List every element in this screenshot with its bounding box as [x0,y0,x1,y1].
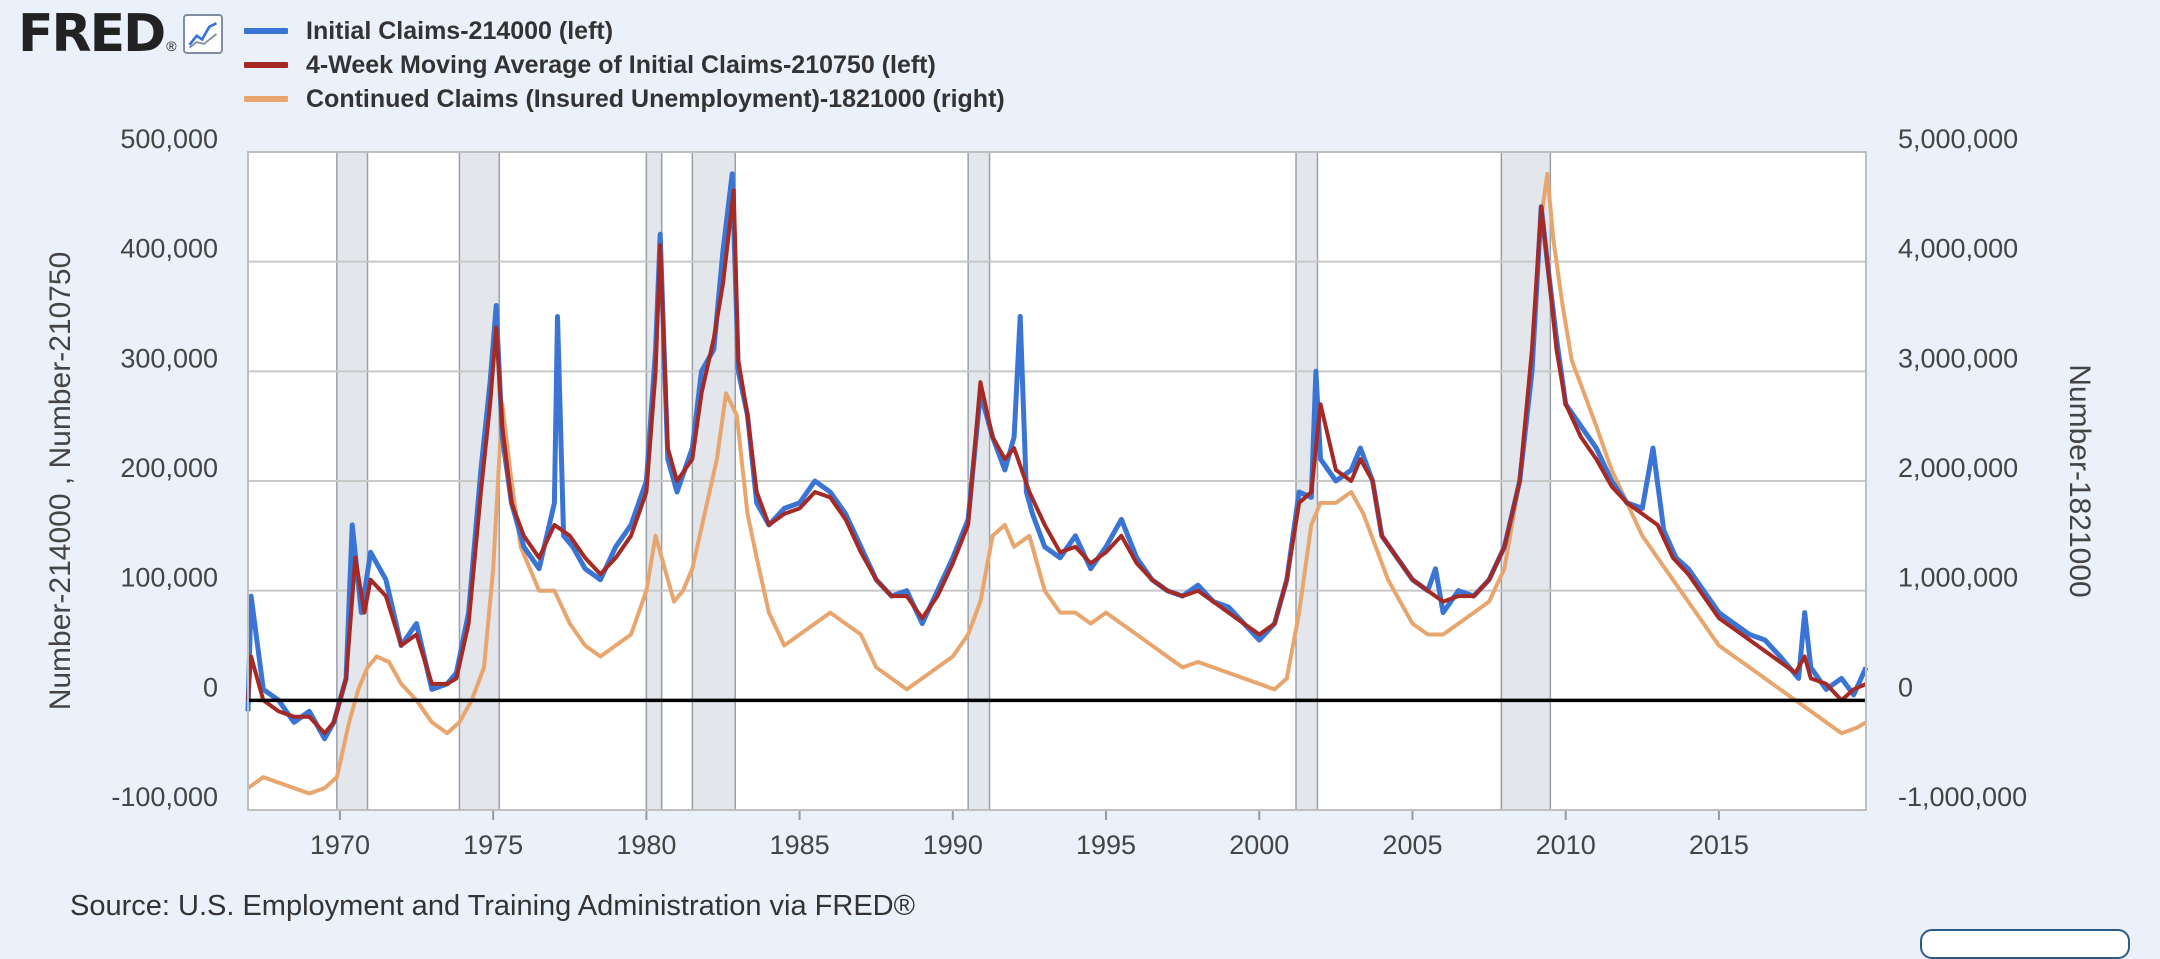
x-tick-label: 1995 [1076,830,1136,860]
x-tick-label: 1975 [463,830,523,860]
legend-swatch-continued-claims [244,96,288,102]
chart-legend: Initial Claims-214000 (left) 4-Week Movi… [244,14,1005,116]
y-right-tick-label: 0 [1898,672,1913,702]
plot-border [247,151,1867,811]
y-right-tick-label: 4,000,000 [1898,234,2018,264]
x-tick-label: 1970 [310,830,370,860]
x-tick-label: 1985 [770,830,830,860]
x-tick-label: 1980 [616,830,676,860]
legend-swatch-initial-claims [244,28,288,34]
y-left-tick-label: 100,000 [120,563,218,593]
legend-item-initial-claims[interactable]: Initial Claims-214000 (left) [244,14,1005,48]
y-left-tick-label: -100,000 [111,782,218,812]
x-tick-label: 1990 [923,830,983,860]
y-right-tick-label: -1,000,000 [1898,782,2027,812]
y-left-axis-title: Number-214000 , Number-210750 [44,252,77,711]
fred-wordmark: FRED [18,4,166,64]
y-right-tick-label: 3,000,000 [1898,343,2018,373]
legend-swatch-moving-average [244,62,288,68]
y-left-tick-label: 0 [203,672,218,702]
y-right-tick-label: 5,000,000 [1898,124,2018,154]
source-note: Source: U.S. Employment and Training Adm… [70,890,915,922]
y-left-tick-label: 200,000 [120,453,218,483]
legend-item-continued-claims[interactable]: Continued Claims (Insured Unemployment)-… [244,82,1005,116]
x-tick-label: 2005 [1382,830,1442,860]
y-right-tick-label: 2,000,000 [1898,453,2018,483]
registered-mark: ® [166,38,177,54]
edit-graph-button[interactable] [1920,929,2130,959]
y-left-tick-label: 500,000 [120,124,218,154]
series-line-1 [246,188,1867,736]
x-tick-label: 2010 [1536,830,1596,860]
fred-logo[interactable]: FRED ® [18,6,223,62]
y-left-tick-label: 400,000 [120,234,218,264]
legend-item-moving-average[interactable]: 4-Week Moving Average of Initial Claims-… [244,48,1005,82]
x-tick-label: 2015 [1689,830,1749,860]
y-right-axis-title: Number-1821000 [2063,364,2096,597]
legend-label-moving-average: 4-Week Moving Average of Initial Claims-… [306,50,936,79]
chart-canvas[interactable]: 500,000 400,000 300,000 200,000 100,000 0 -100… [0,0,2160,880]
x-tick-label: 2000 [1229,830,1289,860]
y-left-tick-label: 300,000 [120,343,218,373]
legend-label-continued-claims: Continued Claims (Insured Unemployment)-… [306,84,1005,113]
line-chart-icon [182,14,223,54]
legend-label-initial-claims: Initial Claims-214000 (left) [306,16,614,45]
y-right-tick-label: 1,000,000 [1898,563,2018,593]
